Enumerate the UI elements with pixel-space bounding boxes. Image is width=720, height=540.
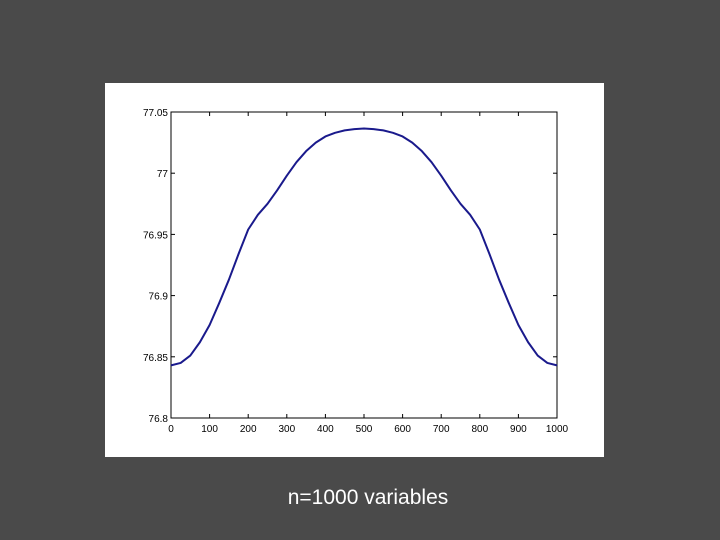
- slide-caption: n=1000 variables: [287, 486, 449, 509]
- x-tick-label: 500: [356, 424, 373, 435]
- x-tick-label: 1000: [546, 424, 569, 435]
- x-tick-label: 0: [168, 424, 174, 435]
- line-chart: 0 100 200 300 400 500 600 700 800 900 1000 76.8 76.8…: [143, 108, 569, 435]
- y-tick-label: 76.9: [149, 292, 169, 303]
- y-tick-label: 76.85: [143, 353, 168, 364]
- series-line: [170, 127, 558, 367]
- y-tick-label: 77: [157, 169, 169, 180]
- chart-figure: 0 100 200 300 400 500 600 700 800 900 1000 76.8 76.8…: [105, 83, 604, 457]
- y-tick-label: 76.8: [149, 414, 169, 425]
- x-tick-label: 200: [240, 424, 257, 435]
- x-tick-label: 700: [433, 424, 450, 435]
- x-tick-label: 800: [471, 424, 488, 435]
- x-tick-label: 300: [278, 424, 295, 435]
- x-tick-label: 400: [317, 424, 334, 435]
- x-tick-label: 100: [201, 424, 218, 435]
- x-tick-label: 600: [394, 424, 411, 435]
- x-tick-label: 900: [510, 424, 527, 435]
- plot-area-frame: [170, 111, 558, 419]
- y-tick-label: 77.05: [143, 108, 168, 119]
- y-tick-label: 76.95: [143, 230, 168, 241]
